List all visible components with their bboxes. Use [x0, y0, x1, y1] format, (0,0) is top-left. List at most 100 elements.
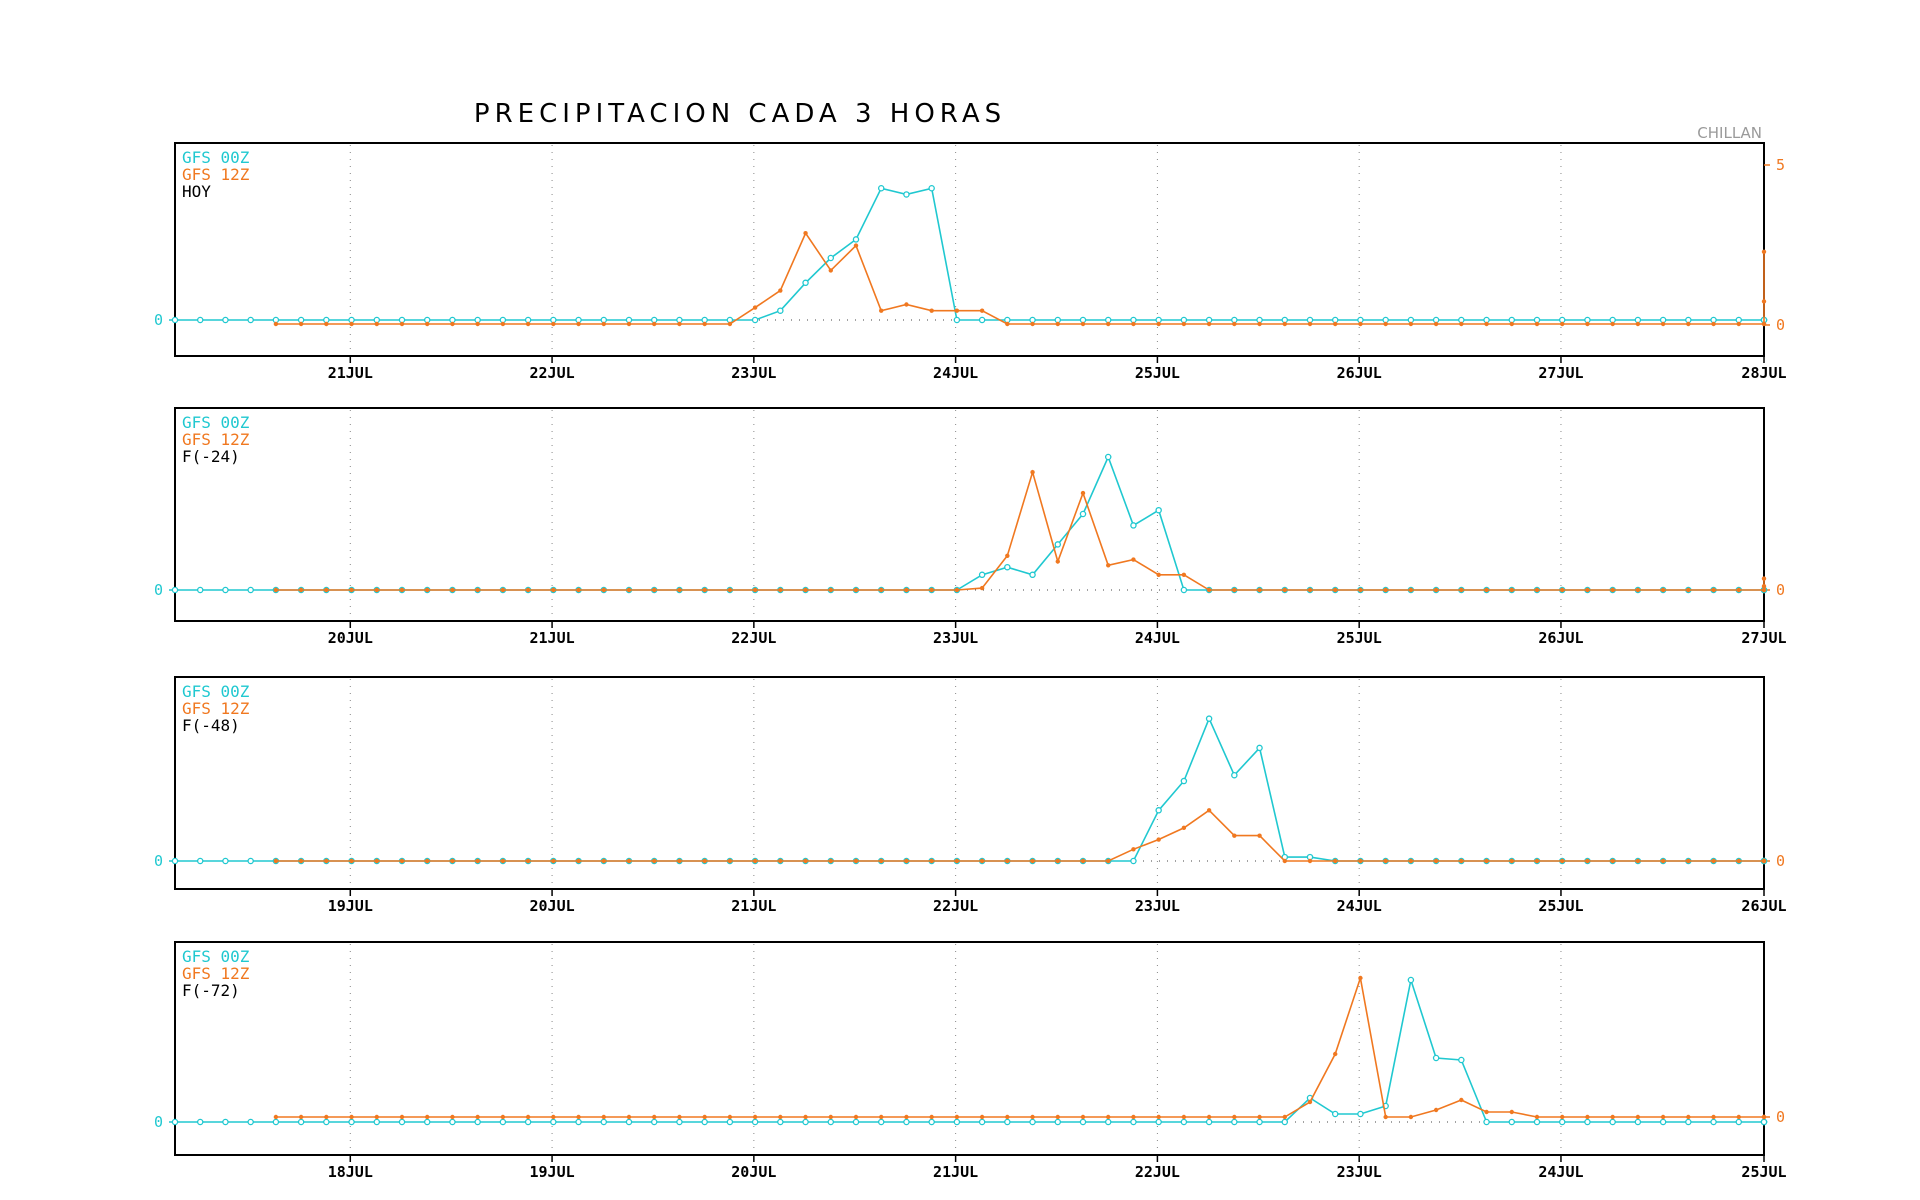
data-point-gfs-12z — [1509, 587, 1514, 593]
data-point-gfs-00z — [247, 1118, 254, 1126]
data-point-gfs-00z — [222, 857, 229, 865]
data-point-gfs-00z — [1407, 976, 1415, 984]
data-point-gfs-12z — [1761, 584, 1767, 589]
data-point-gfs-12z — [1660, 587, 1666, 593]
data-point-gfs-00z — [1432, 1054, 1440, 1062]
data-point-gfs-12z — [904, 858, 909, 864]
x-tick-label: 24JUL — [1135, 629, 1180, 647]
data-point-gfs-00z — [777, 307, 784, 314]
data-point-gfs-12z — [1560, 321, 1565, 327]
data-point-gfs-00z — [1054, 1118, 1062, 1126]
legend-entry: GFS 12Z — [182, 165, 250, 184]
data-point-gfs-00z — [1533, 1118, 1541, 1126]
data-point-gfs-12z — [1761, 249, 1767, 254]
data-point-gfs-12z — [1534, 858, 1540, 864]
data-point-gfs-12z — [1408, 321, 1414, 327]
data-point-gfs-12z — [1711, 321, 1716, 327]
data-point-gfs-00z — [449, 1118, 456, 1126]
data-point-gfs-12z — [1030, 1114, 1035, 1120]
data-point-gfs-12z — [1282, 1114, 1287, 1120]
data-point-gfs-12z — [1333, 858, 1338, 864]
data-point-gfs-00z — [222, 1118, 229, 1126]
data-point-gfs-12z — [1736, 858, 1741, 864]
data-point-gfs-12z — [652, 858, 657, 864]
legend-entry: GFS 12Z — [182, 964, 250, 983]
data-point-gfs-12z — [450, 1114, 455, 1120]
data-point-gfs-00z — [751, 1118, 759, 1126]
data-point-gfs-12z — [1534, 321, 1540, 327]
data-point-gfs-00z — [1155, 506, 1162, 514]
data-point-gfs-12z — [1005, 321, 1010, 327]
data-point-gfs-00z — [802, 279, 809, 287]
x-tick-label: 26JUL — [1538, 629, 1583, 647]
data-point-gfs-00z — [1079, 1118, 1087, 1126]
data-point-gfs-00z — [625, 1118, 633, 1126]
data-point-gfs-12z — [273, 1114, 279, 1120]
data-point-gfs-00z — [1760, 1118, 1768, 1126]
x-tick-label: 25JUL — [1337, 629, 1382, 647]
data-point-gfs-12z — [828, 587, 833, 593]
data-point-gfs-00z — [1180, 777, 1188, 785]
x-tick-label: 21JUL — [328, 364, 373, 382]
data-point-gfs-12z — [551, 858, 556, 864]
data-point-gfs-12z — [1459, 1097, 1464, 1103]
right-y-tick-label: 5 — [1776, 156, 1785, 174]
data-point-gfs-12z — [324, 858, 329, 864]
data-point-gfs-12z — [298, 858, 304, 864]
data-point-gfs-12z — [879, 858, 884, 864]
data-point-gfs-12z — [1585, 587, 1590, 593]
data-point-gfs-00z — [1609, 1118, 1616, 1126]
data-point-gfs-12z — [929, 587, 934, 593]
data-point-gfs-12z — [349, 587, 354, 593]
x-tick-label: 21JUL — [529, 629, 574, 647]
data-point-gfs-12z — [954, 858, 960, 864]
data-point-gfs-00z — [978, 1118, 986, 1126]
data-point-gfs-00z — [1130, 1118, 1137, 1126]
data-point-gfs-12z — [1560, 1114, 1565, 1120]
data-point-gfs-12z — [752, 305, 758, 310]
data-point-gfs-12z — [1635, 1114, 1641, 1120]
data-point-gfs-12z — [1459, 858, 1464, 864]
data-point-gfs-12z — [1206, 587, 1212, 593]
data-point-gfs-00z — [1180, 586, 1188, 594]
data-point-gfs-12z — [450, 587, 455, 593]
x-tick-label: 27JUL — [1741, 629, 1786, 647]
data-point-gfs-00z — [1558, 1118, 1566, 1126]
data-point-gfs-12z — [374, 1114, 379, 1120]
data-point-gfs-12z — [1030, 321, 1035, 327]
data-point-gfs-12z — [475, 1114, 480, 1120]
data-point-gfs-00z — [1735, 1118, 1743, 1126]
x-tick-label: 22JUL — [731, 629, 776, 647]
data-point-gfs-12z — [324, 321, 329, 327]
data-point-gfs-00z — [247, 857, 254, 865]
data-point-gfs-12z — [853, 858, 859, 864]
data-point-gfs-12z — [904, 1114, 909, 1120]
data-point-gfs-12z — [1459, 587, 1464, 593]
data-point-gfs-12z — [1433, 587, 1439, 593]
data-point-gfs-00z — [1458, 1056, 1465, 1064]
data-point-gfs-00z — [1205, 715, 1213, 722]
data-point-gfs-12z — [853, 1114, 859, 1120]
data-point-gfs-12z — [803, 587, 808, 593]
data-point-gfs-00z — [1104, 1118, 1112, 1126]
data-point-gfs-12z — [727, 858, 733, 864]
data-point-gfs-12z — [1761, 299, 1767, 304]
data-point-gfs-00z — [499, 1118, 507, 1126]
data-point-gfs-12z — [1156, 321, 1161, 327]
data-point-gfs-00z — [1508, 1118, 1516, 1126]
plot-frame — [174, 407, 1765, 622]
data-point-gfs-00z — [978, 571, 986, 579]
data-point-gfs-00z — [171, 857, 179, 865]
data-point-gfs-12z — [1585, 858, 1590, 864]
chart-panel-3: 19JUL 20JUL 21JUL 22JUL 23JUL 24JUL 25JUL 26JUL… — [154, 676, 1787, 915]
data-point-gfs-12z — [1156, 572, 1161, 577]
data-point-gfs-00z — [877, 184, 885, 192]
data-point-gfs-12z — [1736, 321, 1741, 327]
data-point-gfs-00z — [222, 316, 229, 324]
data-point-gfs-12z — [425, 321, 430, 327]
data-point-gfs-12z — [652, 1114, 657, 1120]
data-point-gfs-12z — [1761, 576, 1767, 581]
data-point-gfs-12z — [828, 268, 833, 273]
data-point-gfs-12z — [879, 587, 884, 593]
legend-entry: GFS 12Z — [182, 430, 250, 449]
